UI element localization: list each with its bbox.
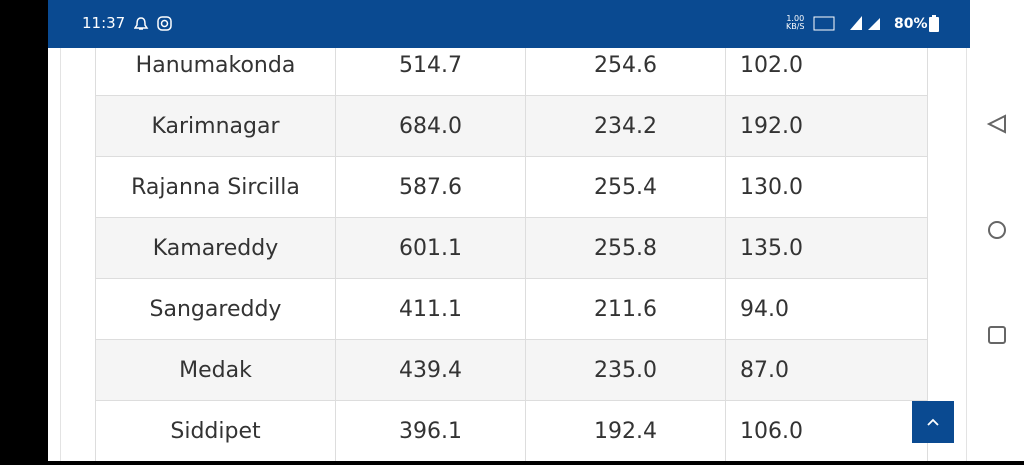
value-cell: 94.0 — [726, 279, 928, 340]
battery-level: 80% — [894, 16, 928, 32]
district-cell: Rajanna Sircilla — [96, 157, 336, 218]
value-cell: 135.0 — [726, 218, 928, 279]
value-cell: 211.6 — [526, 279, 726, 340]
home-button[interactable] — [988, 221, 1006, 239]
battery-icon — [929, 15, 939, 32]
clock: 11:37 — [82, 14, 126, 32]
nav-buttons — [986, 114, 1006, 344]
value-cell: 235.0 — [526, 340, 726, 401]
content-card — [60, 0, 967, 461]
page: Hanumakonda 514.7 254.6 102.0 Karimnagar 684.… — [48, 0, 970, 461]
value-cell: 192.4 — [526, 401, 726, 461]
value-cell: 255.8 — [526, 218, 726, 279]
district-cell: Siddipet — [96, 401, 336, 461]
district-cell: Karimnagar — [96, 96, 336, 157]
nav-bar — [970, 0, 1024, 461]
recents-button[interactable] — [988, 326, 1006, 344]
value-cell: 87.0 — [726, 340, 928, 401]
scroll-top-button[interactable] — [912, 401, 954, 443]
signal-icons — [813, 16, 880, 31]
value-cell: 411.1 — [336, 279, 526, 340]
value-cell: 130.0 — [726, 157, 928, 218]
value-cell: 192.0 — [726, 96, 928, 157]
district-cell: Kamareddy — [96, 218, 336, 279]
notification-icons — [134, 16, 172, 31]
value-cell: 684.0 — [336, 96, 526, 157]
back-button[interactable] — [986, 114, 1006, 134]
district-cell: Medak — [96, 340, 336, 401]
value-cell: 255.4 — [526, 157, 726, 218]
value-cell: 396.1 — [336, 401, 526, 461]
data-table: Hanumakonda 514.7 254.6 102.0 Karimnagar 684.… — [95, 35, 928, 461]
district-cell: Sangareddy — [96, 279, 336, 340]
value-cell: 106.0 — [726, 401, 928, 461]
chevron-up — [927, 418, 939, 426]
status-bar: 11:37 1.00 KB/S 80% — [48, 0, 970, 48]
speed-value: 1.00 — [786, 14, 805, 23]
speed-unit: KB/S — [786, 22, 805, 31]
value-cell: 439.4 — [336, 340, 526, 401]
network-speed: 1.00 KB/S — [786, 15, 805, 31]
value-cell: 587.6 — [336, 157, 526, 218]
value-cell: 601.1 — [336, 218, 526, 279]
value-cell: 234.2 — [526, 96, 726, 157]
